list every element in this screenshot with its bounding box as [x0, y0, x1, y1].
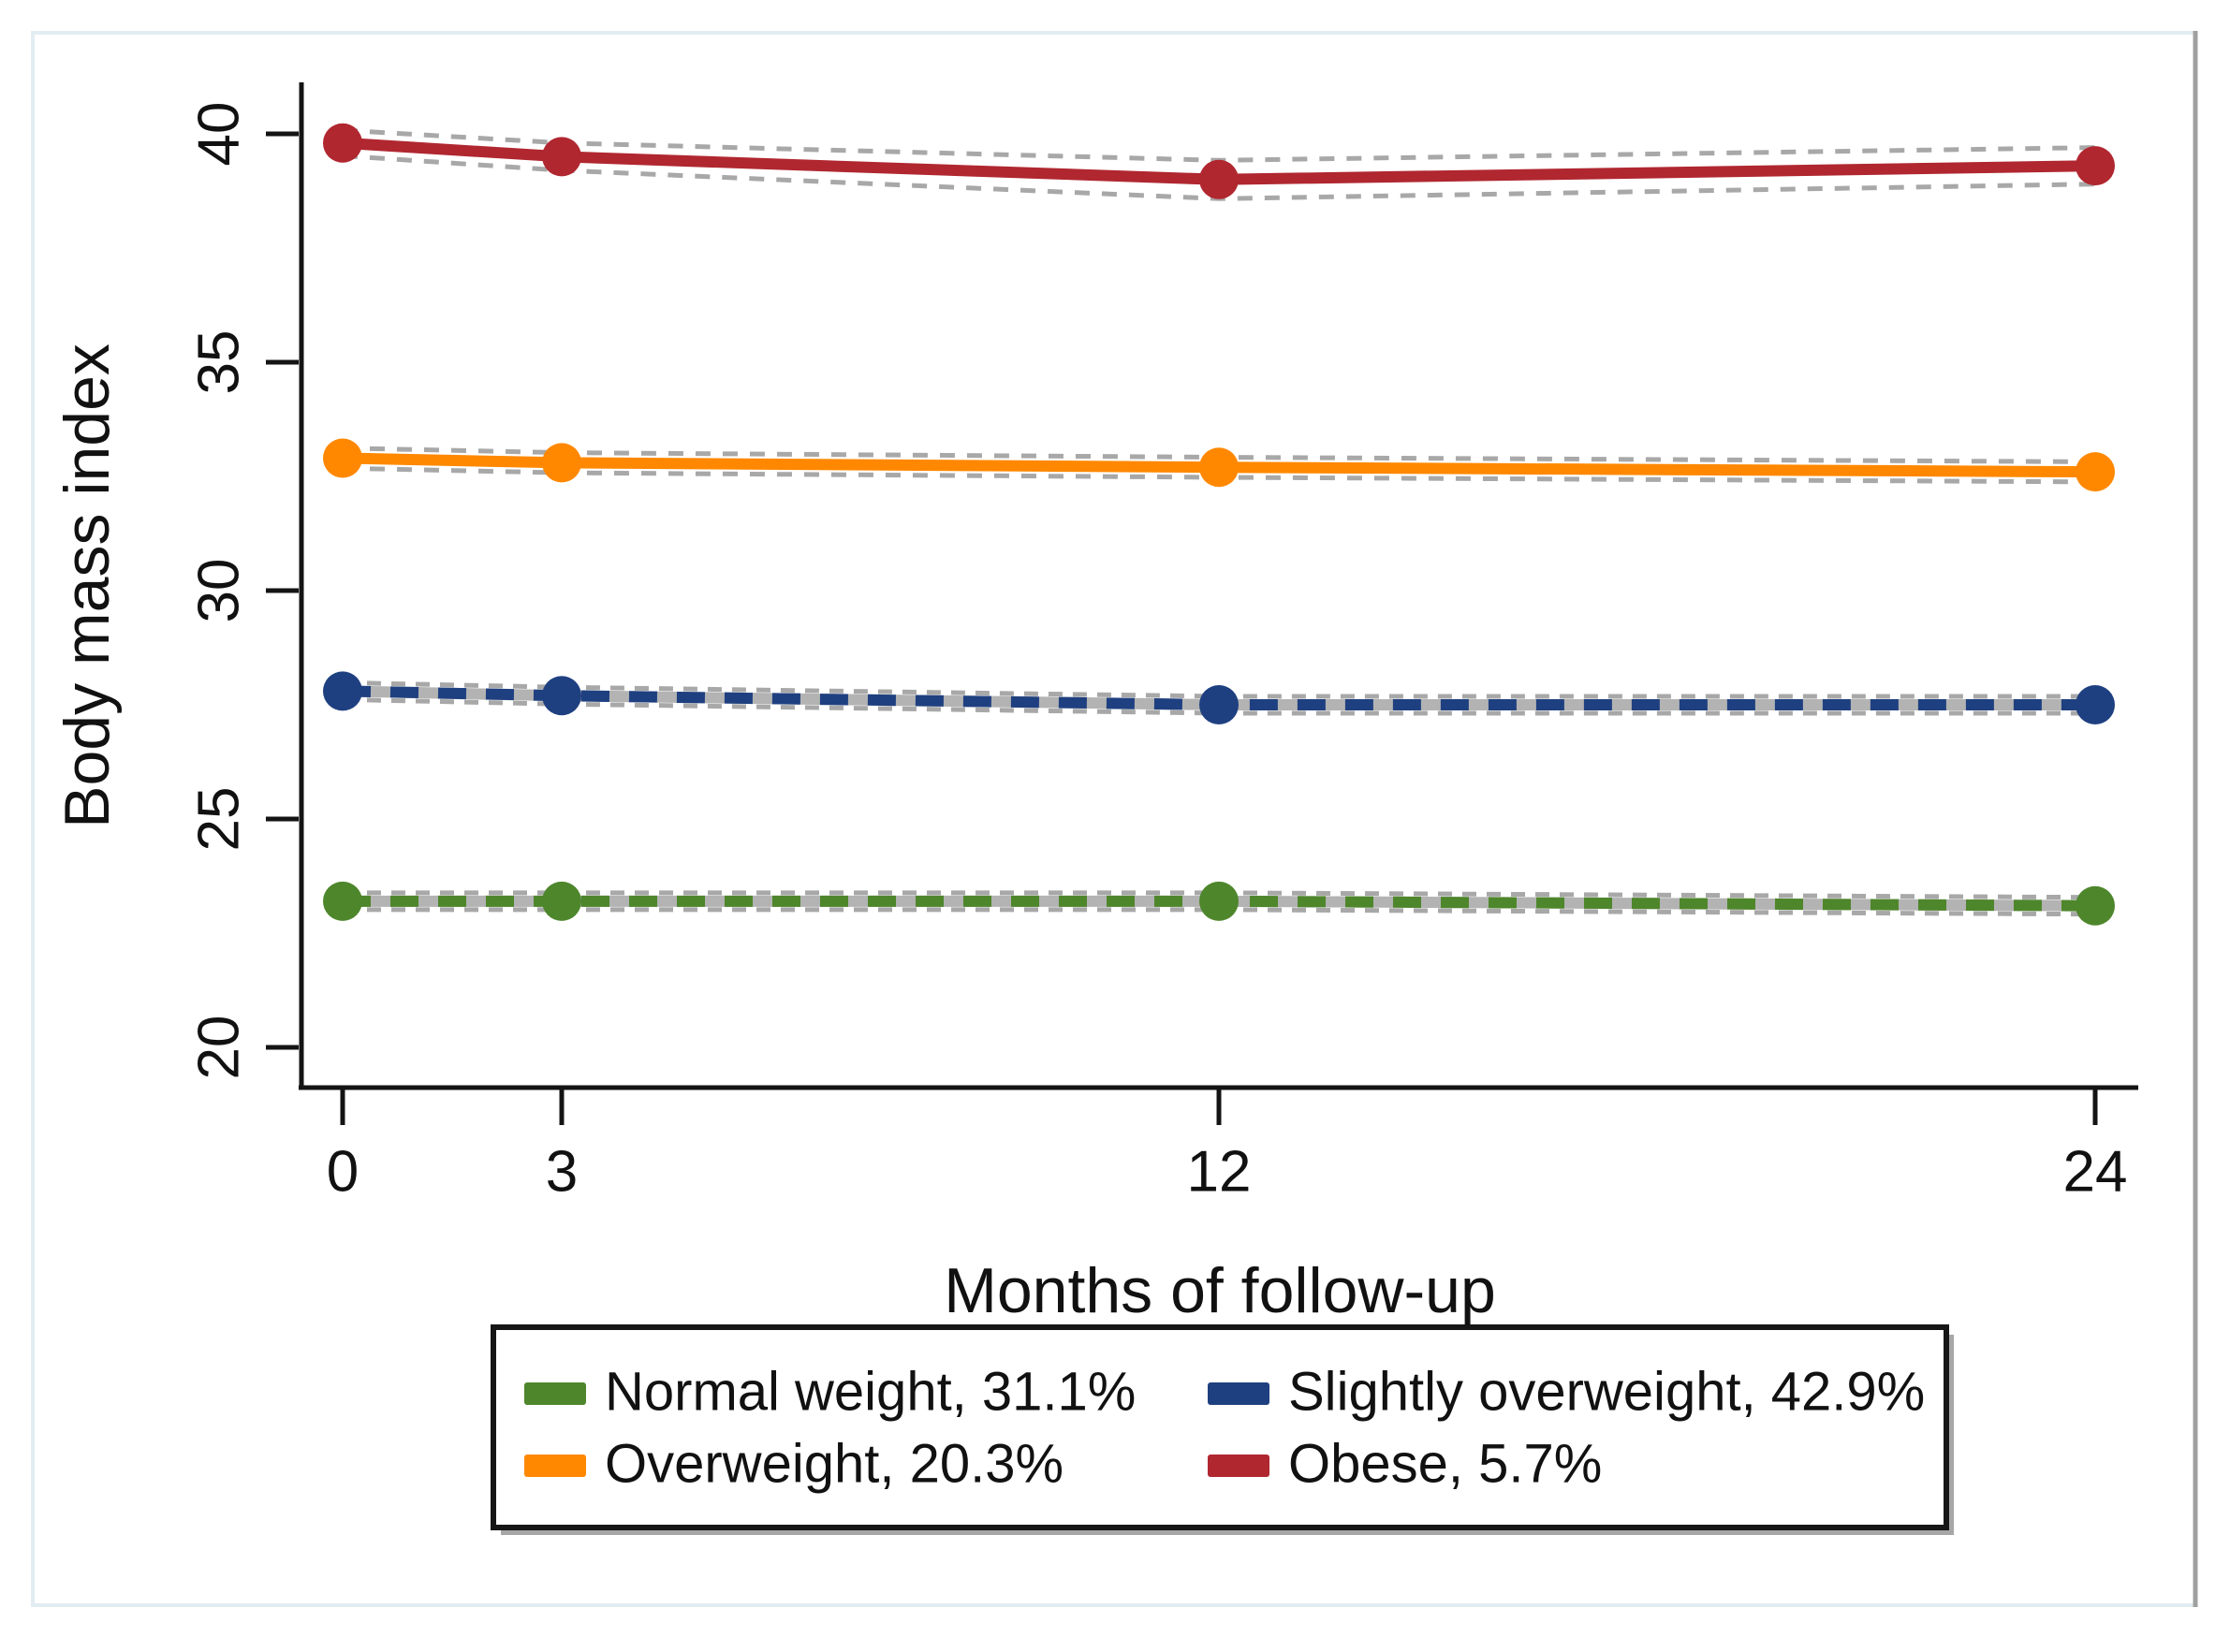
- series-obese: [323, 123, 2115, 201]
- y-tick-label: 40: [186, 102, 251, 167]
- data-point-marker: [323, 438, 362, 478]
- legend-item-obese: Obese, 5.7%: [1208, 1433, 1602, 1494]
- data-point-marker: [2076, 146, 2115, 186]
- legend-swatch: [524, 1455, 586, 1477]
- y-axis-title: Body mass index: [51, 344, 123, 828]
- legend-item-slightly-overweight: Slightly overweight, 42.9%: [1208, 1361, 1925, 1422]
- data-point-marker: [323, 881, 362, 921]
- legend-swatch: [1208, 1382, 1269, 1405]
- trend-line: [342, 685, 2095, 710]
- data-point-marker: [1199, 159, 1239, 199]
- trend-line: [342, 452, 2096, 478]
- x-tick-label: 12: [1187, 1139, 1252, 1204]
- legend: Normal weight, 31.1% Slightly overweight,…: [491, 1324, 1954, 1535]
- x-tick-label: 0: [327, 1139, 359, 1204]
- ci-lower: [342, 127, 2096, 163]
- legend-box: [491, 1324, 1949, 1530]
- trend-line: [343, 895, 2096, 912]
- data-point-marker: [1199, 685, 1239, 724]
- ci-band-line: [343, 890, 2096, 900]
- x-tick-label: 24: [2063, 1139, 2128, 1204]
- series-overweight: [323, 438, 2115, 492]
- ci-band-line: [342, 696, 2095, 716]
- data-point-marker: [542, 443, 581, 483]
- plot-area: 20 25 30 35 40 0 3 12 24 Normal weight, 31.1% Slig…: [31, 31, 2198, 1607]
- legend-label: Obese, 5.7%: [1288, 1433, 1602, 1494]
- data-point-marker: [323, 123, 362, 163]
- data-point-marker: [1199, 447, 1239, 488]
- legend-item-normal-weight: Normal weight, 31.1%: [524, 1361, 1136, 1422]
- data-point-marker: [542, 881, 581, 921]
- ci-band-line: [343, 907, 2096, 917]
- data-point-marker: [1199, 881, 1239, 921]
- y-tick-label: 35: [186, 330, 251, 395]
- axes: 20 25 30 35 40 0 3 12 24: [186, 82, 2138, 1204]
- data-point-marker: [542, 137, 581, 177]
- data-point-marker: [2076, 452, 2115, 492]
- legend-swatch: [1208, 1455, 1269, 1477]
- data-point-marker: [323, 671, 362, 711]
- ci-upper: [342, 153, 2096, 201]
- legend-item-overweight: Overweight, 20.3%: [524, 1433, 1064, 1494]
- x-axis-title: Months of follow-up: [944, 1255, 1496, 1326]
- data-point-marker: [542, 676, 581, 716]
- ci-band-line: [342, 680, 2095, 699]
- ci-lower: [342, 446, 2096, 464]
- data-point-marker: [2076, 685, 2115, 724]
- y-tick-label: 25: [186, 787, 251, 852]
- y-tick-label: 30: [186, 559, 251, 623]
- series-normal-weight: [323, 881, 2115, 926]
- legend-swatch: [524, 1382, 586, 1405]
- figure-frame: [31, 31, 2198, 1607]
- legend-label: Slightly overweight, 42.9%: [1288, 1361, 1925, 1422]
- y-tick-label: 20: [186, 1016, 251, 1080]
- x-tick-label: 3: [546, 1139, 578, 1204]
- legend-label: Overweight, 20.3%: [605, 1433, 1064, 1494]
- data-point-marker: [2076, 885, 2115, 926]
- trend-line: [342, 137, 2096, 185]
- legend-label: Normal weight, 31.1%: [605, 1361, 1136, 1422]
- series-slightly-overweight: [323, 671, 2115, 724]
- ci-upper: [342, 465, 2096, 485]
